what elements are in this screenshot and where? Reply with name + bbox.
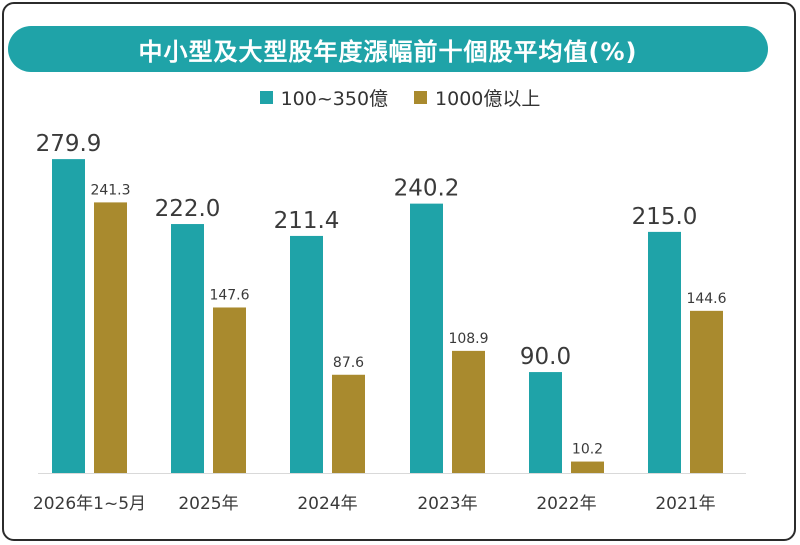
bar-series-b bbox=[571, 461, 604, 473]
bar-series-a bbox=[171, 224, 204, 473]
bar-series-b bbox=[213, 307, 246, 473]
data-label-series-b: 144.6 bbox=[686, 291, 726, 307]
legend-swatch-series-b bbox=[414, 91, 428, 104]
legend-item-series-a: 100~350億 bbox=[259, 84, 389, 111]
bar-series-a bbox=[529, 372, 562, 473]
legend-label-series-b: 1000億以上 bbox=[435, 88, 541, 110]
bar-series-a bbox=[648, 231, 681, 473]
bar-series-b bbox=[94, 202, 127, 473]
bar-series-b bbox=[332, 374, 365, 473]
bar-series-b bbox=[690, 310, 723, 473]
legend-label-series-a: 100~350億 bbox=[280, 88, 389, 110]
category-label: 2026年1~5月 bbox=[33, 494, 146, 514]
bar-series-a bbox=[52, 159, 85, 474]
bar-series-b bbox=[452, 350, 485, 473]
category-label: 2023年 bbox=[417, 494, 477, 514]
data-label-series-a: 211.4 bbox=[274, 208, 340, 234]
data-label-series-a: 215.0 bbox=[632, 204, 698, 230]
data-label-series-b: 147.6 bbox=[209, 287, 249, 303]
data-label-series-b: 108.9 bbox=[448, 331, 488, 347]
data-label-series-a: 222.0 bbox=[155, 196, 221, 222]
data-label-series-b: 10.2 bbox=[572, 442, 603, 458]
legend: 100~350億 1000億以上 bbox=[0, 84, 800, 111]
category-label: 2022年 bbox=[536, 494, 596, 514]
data-label-series-a: 240.2 bbox=[394, 176, 460, 202]
data-label-series-b: 87.6 bbox=[333, 355, 364, 371]
chart-title: 中小型及大型股年度漲幅前十個股平均值(%) bbox=[8, 26, 768, 72]
category-label: 2021年 bbox=[655, 494, 715, 514]
category-label: 2024年 bbox=[297, 494, 357, 514]
data-label-series-b: 241.3 bbox=[90, 182, 130, 198]
category-label: 2025年 bbox=[178, 494, 238, 514]
legend-item-series-b: 1000億以上 bbox=[414, 84, 540, 111]
legend-swatch-series-a bbox=[259, 91, 273, 104]
data-label-series-a: 90.0 bbox=[520, 344, 571, 370]
bar-series-a bbox=[290, 235, 323, 473]
bar-series-a bbox=[410, 203, 443, 473]
data-label-series-a: 279.9 bbox=[36, 131, 102, 157]
